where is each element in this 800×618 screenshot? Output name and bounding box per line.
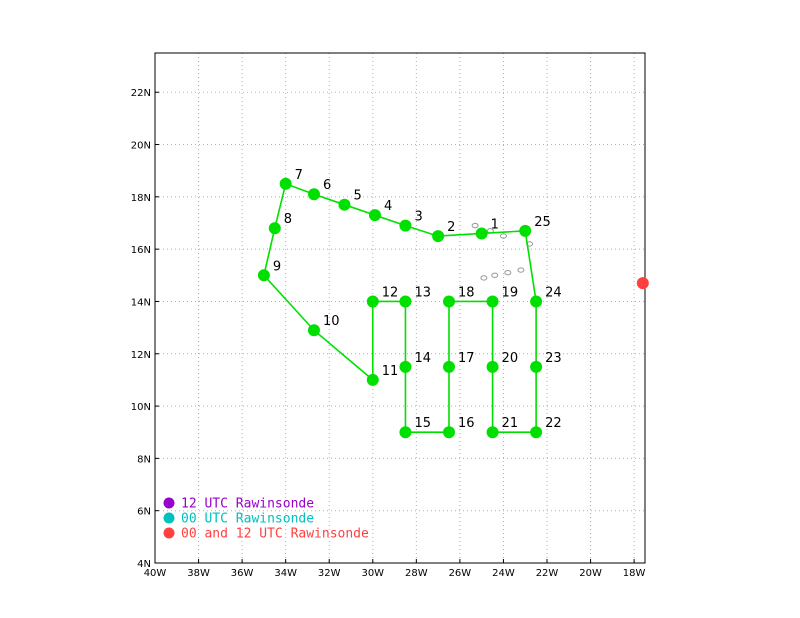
y-tick-label: 8N [137,454,151,465]
waypoint-marker [307,324,320,337]
waypoint-marker [307,188,320,201]
x-tick-label: 32W [318,568,341,579]
island-outline [480,275,488,281]
island-outline [517,267,525,273]
island-outline [499,233,507,239]
legend-label: 00 and 12 UTC Rawinsonde [181,527,369,542]
y-tick-label: 6N [137,507,151,518]
grid-lines [155,53,645,563]
y-tick-label: 10N [131,402,151,413]
y-tick-label: 22N [131,88,151,99]
waypoint-label: 17 [458,351,475,366]
waypoint-marker [486,295,499,308]
waypoint-marker [399,426,412,439]
x-tick-label: 24W [492,568,515,579]
waypoint-label: 2 [447,220,455,235]
y-tick-label: 4N [137,559,151,570]
legend-label: 00 UTC Rawinsonde [181,512,314,527]
waypoint-label: 6 [323,178,331,193]
y-tick-label: 16N [131,245,151,256]
waypoint-label: 22 [545,416,562,431]
waypoint-label: 20 [502,351,519,366]
y-tick-label: 14N [131,297,151,308]
map-frame [154,52,646,564]
y-tick-label: 12N [131,350,151,361]
waypoint-label: 4 [384,199,392,214]
waypoint-label: 7 [295,168,303,183]
waypoint-label: 24 [545,285,562,300]
waypoint-label: 19 [502,285,519,300]
waypoint-label: 1 [491,217,499,232]
island-outline [471,222,479,229]
waypoint-label: 10 [323,314,340,329]
waypoint-label: 21 [502,416,519,431]
waypoint-marker [530,360,543,373]
waypoint-marker [443,295,455,308]
x-tick-label: 30W [361,568,384,579]
y-tick-label: 18N [131,193,151,204]
waypoint-marker [279,177,292,190]
waypoint-marker [530,295,543,308]
waypoint-marker [368,209,381,222]
island-outline [504,269,512,276]
waypoint-label: 5 [353,189,361,204]
waypoint-marker [530,426,543,439]
x-tick-label: 38W [187,568,210,579]
legend-marker [163,512,175,524]
x-tick-label: 26W [449,568,472,579]
waypoint-label: 25 [534,215,551,230]
x-tick-label: 40W [144,568,167,579]
x-tick-label: 22W [536,568,559,579]
legend-marker [163,497,175,509]
x-axis: 40W 38W 36W 34W 32W 30W 28W 26W 24W 22W 20W 18W [144,559,646,579]
waypoint-label: 12 [382,285,399,300]
waypoint-label: 9 [273,259,281,274]
waypoint-marker [268,222,281,235]
x-tick-label: 18W [623,568,646,579]
waypoint-label: 11 [382,364,399,379]
waypoint-label: 18 [458,285,475,300]
rawinsonde-sites [636,277,649,290]
waypoint-marker [399,295,412,308]
waypoint-label: 13 [414,285,431,300]
waypoint-label: 16 [458,416,475,431]
waypoint-marker [486,426,499,439]
island-outline [491,272,499,279]
waypoint-marker [399,219,412,232]
waypoint-label: 15 [414,416,431,431]
waypoint-marker [519,224,532,237]
x-tick-label: 34W [274,568,297,579]
waypoint-marker [399,360,412,373]
waypoint-label: 14 [414,351,431,366]
waypoint-marker [338,198,351,211]
waypoint-marker [257,269,270,282]
x-tick-label: 28W [405,568,428,579]
waypoint-marker [366,295,379,308]
legend-marker [163,527,175,539]
waypoint-marker [475,227,488,240]
waypoint-label: 23 [545,351,562,366]
waypoint-marker [432,230,445,243]
waypoint-marker [443,360,455,373]
x-tick-label: 36W [231,568,254,579]
y-axis: 4N 6N 8N 10N 12N 14N 16N 18N 20N 22N [131,88,159,570]
rawinsonde-marker [636,277,649,290]
waypoint-marker [486,360,499,373]
y-tick-label: 20N [131,141,151,152]
x-tick-label: 20W [579,568,602,579]
legend-label: 12 UTC Rawinsonde [181,497,314,512]
waypoint-label: 8 [284,212,292,227]
waypoint-marker [366,373,379,386]
waypoint-marker [443,426,455,439]
waypoint-label: 3 [414,210,422,225]
